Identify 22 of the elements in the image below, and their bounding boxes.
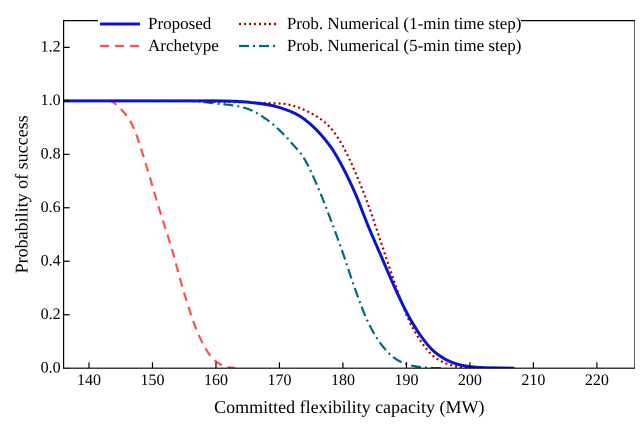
legend-label: Prob. Numerical (5-min time step) bbox=[286, 36, 522, 56]
x-axis-title: Committed flexibility capacity (MW) bbox=[214, 396, 485, 417]
y-tick-label: 0.6 bbox=[40, 198, 61, 216]
x-tick-label: 150 bbox=[140, 372, 164, 390]
y-tick-label: 0.2 bbox=[40, 306, 61, 323]
x-tick-label: 170 bbox=[267, 372, 292, 390]
y-tick-label: 1.2 bbox=[40, 38, 61, 56]
y-tick-label: 0.0 bbox=[40, 359, 61, 376]
x-tick-label: 220 bbox=[584, 372, 609, 390]
x-tick-label: 210 bbox=[521, 372, 546, 390]
x-tick-label: 200 bbox=[458, 372, 482, 390]
y-tick-label: 0.4 bbox=[40, 252, 61, 270]
y-tick-label: 0.8 bbox=[40, 145, 61, 162]
y-tick-label: 1.0 bbox=[40, 92, 61, 110]
x-tick-label: 160 bbox=[204, 372, 228, 390]
legend-label: Proposed bbox=[148, 14, 212, 34]
legend-label: Archetype bbox=[148, 36, 219, 56]
y-axis-title: Probability of success bbox=[12, 115, 32, 274]
x-tick-label: 140 bbox=[76, 372, 101, 390]
legend-label: Prob. Numerical (1-min time step) bbox=[286, 14, 522, 34]
x-tick-label: 180 bbox=[330, 372, 355, 390]
x-tick-label: 190 bbox=[394, 372, 418, 390]
